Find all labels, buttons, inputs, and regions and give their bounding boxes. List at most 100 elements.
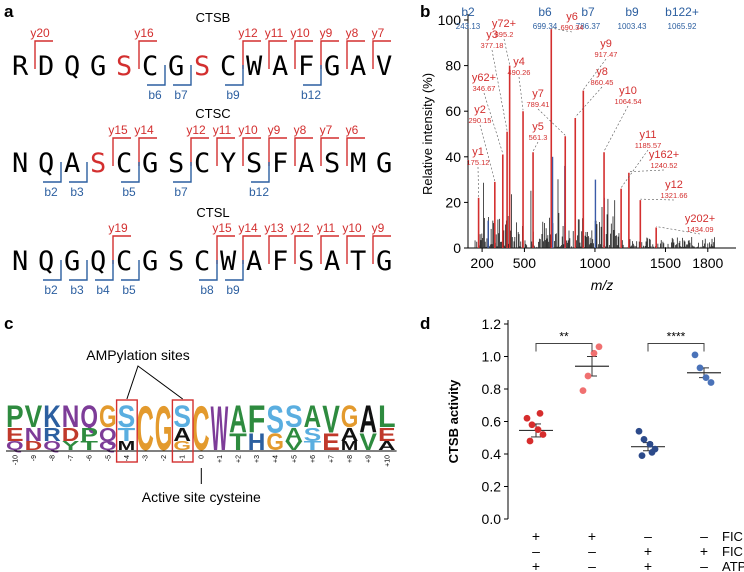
data-point bbox=[696, 364, 704, 372]
logo-glyph: Q bbox=[6, 439, 24, 453]
y-ion-label: y19 bbox=[108, 221, 128, 235]
logo-glyph: Y bbox=[62, 439, 80, 453]
y-ion-bracket bbox=[320, 137, 339, 166]
logo-glyph: C bbox=[136, 394, 154, 464]
svg-text:E: E bbox=[6, 423, 24, 445]
condition-mark: – bbox=[700, 528, 708, 544]
logo-position-label: -5 bbox=[105, 455, 112, 461]
residue: S bbox=[298, 246, 314, 277]
residue: S bbox=[324, 148, 340, 179]
y-axis-title: CTSB activity bbox=[446, 379, 461, 464]
y-ion-label: y12 bbox=[238, 26, 258, 40]
label-leader bbox=[551, 27, 573, 33]
y-ion-mz: 395.2 bbox=[495, 30, 514, 39]
residue: N bbox=[12, 246, 28, 277]
svg-text:Q: Q bbox=[80, 399, 98, 434]
y-ion-mz: 175.12 bbox=[467, 158, 490, 167]
logo-glyph: A bbox=[359, 398, 377, 441]
svg-text:G: G bbox=[173, 439, 191, 453]
y-ion-bracket bbox=[320, 40, 339, 69]
residue: C bbox=[116, 148, 132, 179]
y-ion-label: y10 bbox=[290, 26, 310, 40]
svg-text:N: N bbox=[25, 423, 43, 445]
panel-label-d: d bbox=[420, 314, 431, 333]
logo-glyph: W bbox=[211, 394, 229, 464]
data-point bbox=[646, 440, 654, 448]
y-tick-label: 1.2 bbox=[482, 316, 502, 332]
y-tick-label: 20 bbox=[445, 194, 461, 210]
b-ion-label: b5 bbox=[122, 185, 136, 199]
b-ion-bracket bbox=[147, 65, 166, 86]
y-ion-label: y14 bbox=[134, 123, 154, 137]
b-ion-label: b6 bbox=[148, 88, 162, 102]
y-ion-name: y72+ bbox=[492, 18, 516, 30]
label-leader bbox=[603, 105, 629, 152]
y-ion-label: y15 bbox=[108, 123, 128, 137]
ampylation-site-box bbox=[115, 399, 138, 463]
label-leader bbox=[503, 38, 510, 65]
label-leader bbox=[620, 149, 649, 188]
svg-text:C: C bbox=[136, 394, 154, 464]
y-ion-mz: 917.47 bbox=[595, 50, 618, 59]
data-point bbox=[640, 435, 648, 443]
y-ion-mz: 346.67 bbox=[473, 84, 496, 93]
condition-mark: – bbox=[532, 543, 540, 559]
panel-label-a: a bbox=[4, 2, 14, 21]
residue: G bbox=[376, 148, 392, 179]
y-ion-label: y9 bbox=[268, 123, 281, 137]
svg-text:A: A bbox=[229, 398, 247, 441]
y-ion-bracket bbox=[242, 235, 261, 264]
y-tick-label: 1.0 bbox=[482, 349, 502, 365]
y-ion-mz: 690.34 bbox=[561, 23, 584, 32]
svg-text:S: S bbox=[173, 399, 191, 434]
data-point bbox=[638, 452, 646, 460]
logo-position-label: 0 bbox=[198, 455, 205, 459]
logo-glyph: A bbox=[173, 423, 191, 445]
y-ion-mz: 1434.09 bbox=[686, 225, 713, 234]
y-ion-name: y2 bbox=[474, 104, 486, 116]
significance-label: ** bbox=[559, 330, 569, 344]
svg-text:H: H bbox=[248, 429, 266, 456]
residue: D bbox=[38, 51, 54, 82]
logo-glyph: Q bbox=[99, 423, 117, 445]
y-ion-label: y11 bbox=[317, 221, 336, 235]
svg-text:W: W bbox=[211, 394, 229, 464]
svg-text:A: A bbox=[304, 399, 322, 434]
svg-text:G: G bbox=[99, 399, 117, 434]
x-tick-label: 500 bbox=[513, 255, 537, 271]
y-tick-label: 80 bbox=[445, 58, 461, 74]
y-ion-label: y9 bbox=[320, 26, 333, 40]
svg-text:D: D bbox=[25, 439, 43, 453]
logo-glyph: S bbox=[304, 423, 322, 445]
svg-text:V: V bbox=[322, 398, 340, 441]
y-tick-label: 0 bbox=[453, 240, 461, 256]
label-leader bbox=[518, 76, 524, 111]
svg-text:A: A bbox=[173, 423, 191, 445]
y-ion-name: y4 bbox=[513, 56, 525, 68]
y-ion-label: y11 bbox=[265, 26, 284, 40]
logo-glyph: A bbox=[341, 423, 359, 445]
residue: G bbox=[168, 51, 184, 82]
ampylation-pointer bbox=[126, 365, 183, 400]
b-ion-mz: 786.37 bbox=[576, 22, 601, 31]
b-ion-label: b7 bbox=[174, 88, 188, 102]
b-ion-name: b9 bbox=[625, 5, 639, 19]
logo-glyph: Q bbox=[80, 399, 98, 434]
residue: M bbox=[350, 148, 366, 179]
label-leader bbox=[491, 49, 508, 131]
svg-text:A: A bbox=[378, 439, 396, 453]
residue: F bbox=[272, 148, 288, 179]
logo-glyph: S bbox=[266, 398, 284, 441]
b-ion-bracket bbox=[43, 162, 62, 183]
svg-text:Q: Q bbox=[43, 439, 61, 453]
y-ion-name: y162+ bbox=[649, 149, 679, 161]
peptide-name: CTSC bbox=[195, 106, 230, 121]
logo-position-label: -2 bbox=[161, 455, 168, 461]
residue: A bbox=[246, 246, 262, 277]
y-ion-bracket bbox=[294, 235, 313, 264]
y-tick-label: 40 bbox=[445, 149, 461, 165]
logo-glyph: S bbox=[173, 399, 191, 434]
y-ion-label: y6 bbox=[346, 123, 359, 137]
y-ion-name: y11 bbox=[640, 129, 657, 141]
b-ion-label: b3 bbox=[70, 185, 84, 199]
